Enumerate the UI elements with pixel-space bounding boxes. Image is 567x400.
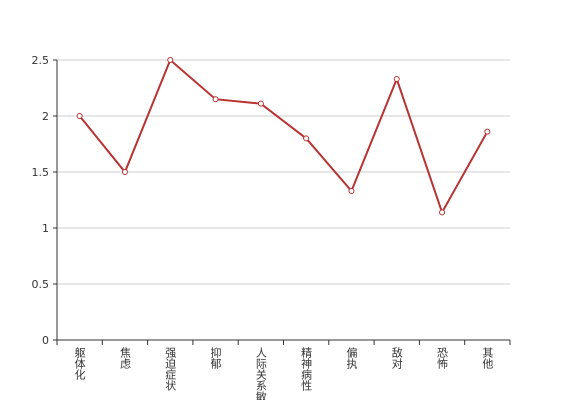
x-tick-label: 人际关系敏感 [254, 347, 267, 400]
y-tick-label: 0 [42, 334, 49, 347]
y-tick-label: 2 [42, 110, 49, 123]
point [439, 209, 446, 216]
point [348, 188, 355, 195]
point [257, 100, 264, 107]
x-tick-label: 强迫症状 [164, 347, 177, 391]
y-tick-label: 1.5 [32, 166, 50, 179]
x-tick-label: 精神病性 [300, 347, 313, 392]
point [212, 96, 219, 103]
point [303, 135, 310, 142]
point [121, 169, 128, 175]
y-tick-label: 2.5 [32, 54, 50, 67]
point [393, 76, 400, 83]
y-tick-label: 1 [42, 222, 49, 235]
x-tick-label: 恐怖 [436, 347, 449, 369]
line [78, 58, 489, 215]
point [484, 128, 491, 135]
point [167, 57, 174, 63]
y-tick-label: 0.5 [32, 278, 50, 291]
x-tick-label: 偏执 [345, 346, 358, 370]
x-tick-label: 敌对 [390, 346, 403, 369]
point [76, 113, 83, 119]
x-tick-label: 躯体化 [73, 347, 86, 381]
x-tick-label: 抑郁 [209, 346, 222, 369]
x-tick-label: 焦虑 [118, 347, 131, 369]
x-tick-label: 其他 [481, 347, 494, 369]
